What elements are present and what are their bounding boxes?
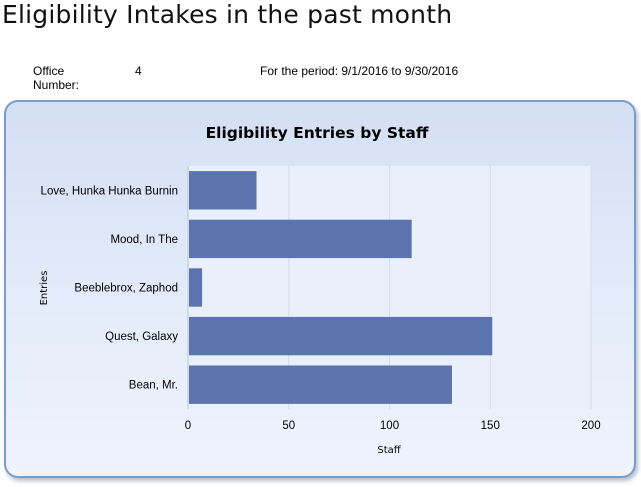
- bar: [189, 171, 257, 210]
- x-axis-title: Staff: [377, 445, 401, 456]
- x-tick-label: 150: [481, 420, 500, 432]
- x-tick-labels: 0 50 100 150 200: [185, 420, 601, 432]
- chart-svg: Eligibility Entries by Staff Love, Hunka…: [39, 124, 601, 456]
- category-label: Love, Hunka Hunka Burnin: [41, 185, 178, 197]
- office-number-value: 4: [135, 64, 142, 78]
- bars: [189, 171, 493, 404]
- bar: [189, 219, 412, 259]
- chart-panel: Eligibility Entries by Staff Love, Hunka…: [4, 100, 636, 478]
- category-label: Mood, In The: [110, 234, 178, 246]
- x-tick-label: 50: [282, 420, 295, 432]
- category-label: Bean, Mr.: [129, 380, 178, 392]
- x-tick-label: 0: [185, 420, 191, 432]
- bar: [189, 268, 203, 307]
- y-axis-title: Entries: [39, 271, 50, 306]
- office-number-label: Office Number:: [33, 64, 80, 92]
- bar: [189, 316, 493, 356]
- x-tick-label: 100: [380, 420, 399, 432]
- bar: [189, 365, 452, 404]
- page-title: Eligibility Intakes in the past month: [2, 0, 453, 29]
- chart-title: Eligibility Entries by Staff: [206, 124, 429, 142]
- x-tick-label: 200: [581, 420, 600, 432]
- period-text: For the period: 9/1/2016 to 9/30/2016: [260, 64, 459, 78]
- category-labels: Love, Hunka Hunka Burnin Mood, In The Beeb…: [41, 185, 179, 391]
- category-label: Beeblebrox, Zaphod: [74, 283, 178, 295]
- category-label: Quest, Galaxy: [105, 331, 178, 343]
